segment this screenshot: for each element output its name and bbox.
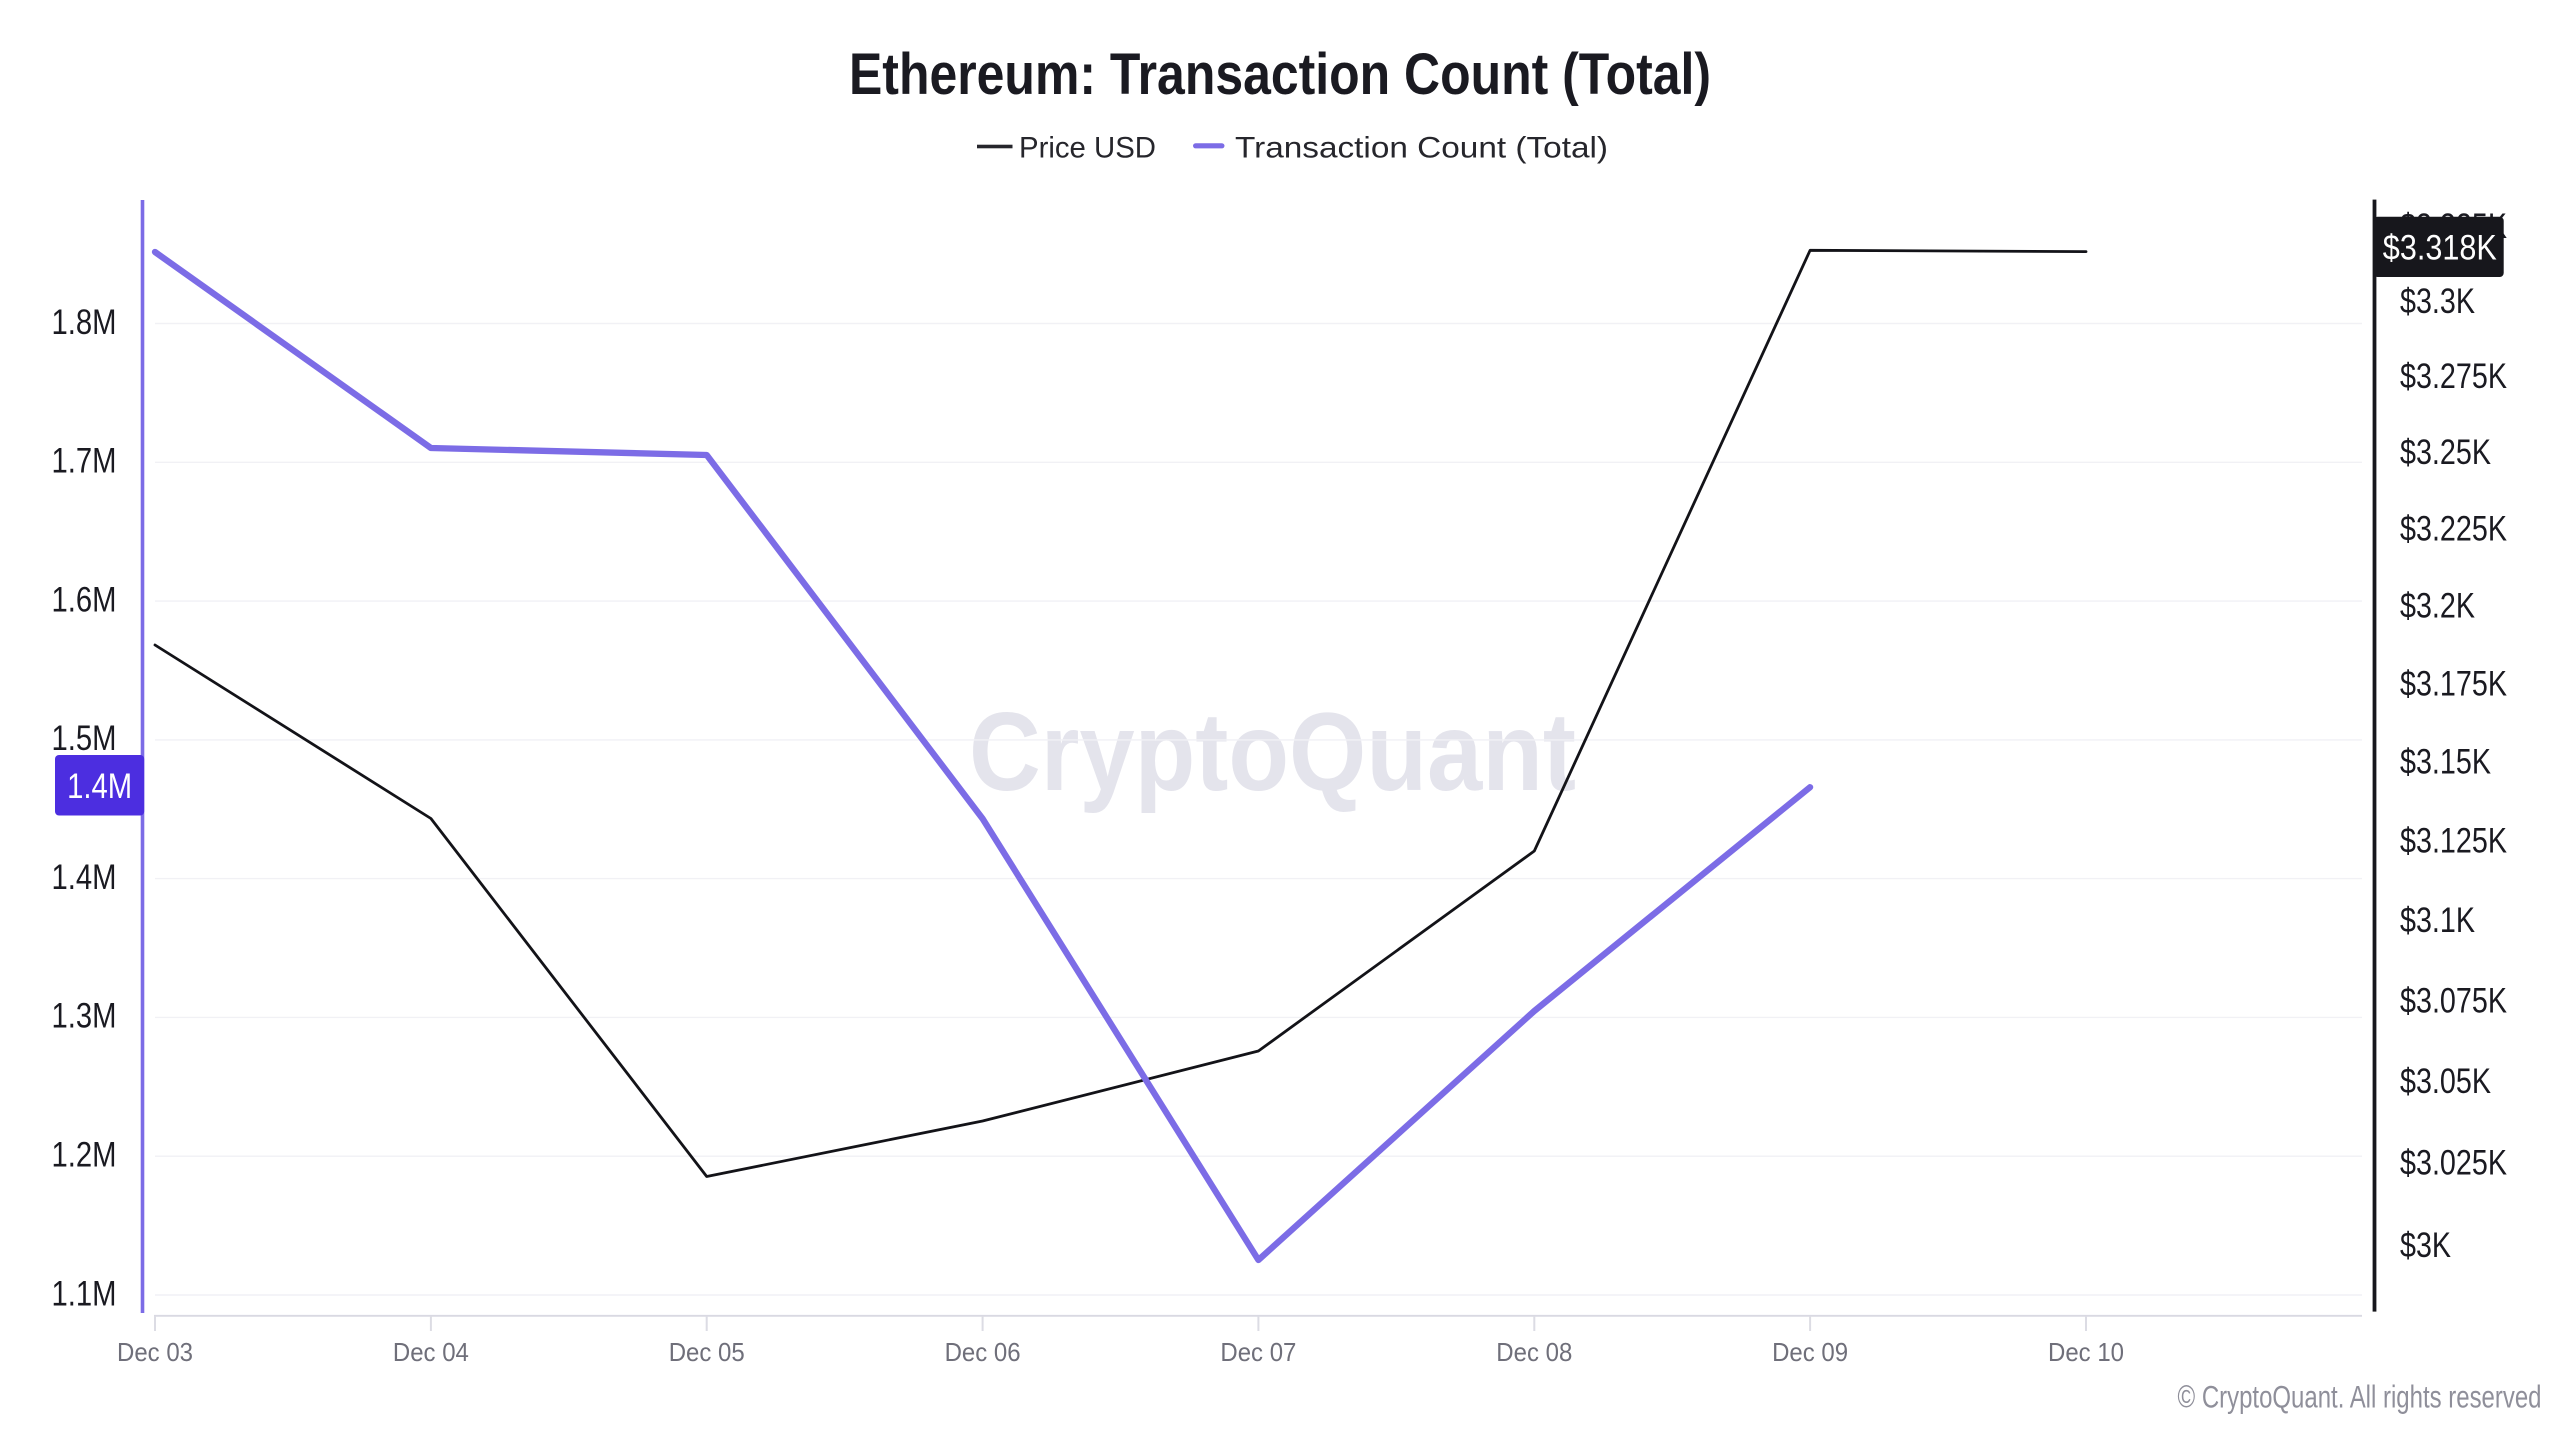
svg-text:$3.175K: $3.175K <box>2400 664 2507 703</box>
svg-text:Dec 04: Dec 04 <box>393 1337 469 1367</box>
svg-text:1.3M: 1.3M <box>52 997 117 1036</box>
svg-text:Dec 05: Dec 05 <box>669 1337 745 1367</box>
svg-text:$3.3K: $3.3K <box>2400 282 2475 321</box>
svg-text:Dec 10: Dec 10 <box>2048 1337 2124 1367</box>
svg-text:Ethereum: Transaction Count (T: Ethereum: Transaction Count (Total) <box>849 42 1711 107</box>
svg-text:$3.075K: $3.075K <box>2400 981 2507 1020</box>
svg-text:Dec 07: Dec 07 <box>1220 1337 1296 1367</box>
svg-text:$3.2K: $3.2K <box>2400 587 2475 626</box>
svg-text:Transaction Count (Total): Transaction Count (Total) <box>1235 132 1608 165</box>
svg-text:Dec 09: Dec 09 <box>1772 1337 1848 1367</box>
svg-text:$3.025K: $3.025K <box>2400 1144 2507 1183</box>
svg-text:1.4M: 1.4M <box>67 767 132 806</box>
svg-text:1.2M: 1.2M <box>52 1136 117 1175</box>
svg-text:Dec 03: Dec 03 <box>117 1337 193 1367</box>
svg-text:$3.15K: $3.15K <box>2400 743 2491 782</box>
svg-text:1.8M: 1.8M <box>52 303 117 342</box>
svg-text:CryptoQuant: CryptoQuant <box>969 690 1576 814</box>
svg-text:$3.275K: $3.275K <box>2400 357 2507 396</box>
svg-text:$3.225K: $3.225K <box>2400 510 2507 549</box>
svg-text:1.6M: 1.6M <box>52 580 117 619</box>
svg-text:1.5M: 1.5M <box>52 719 117 758</box>
svg-text:Dec 08: Dec 08 <box>1496 1337 1572 1367</box>
svg-text:Dec 06: Dec 06 <box>945 1337 1021 1367</box>
svg-text:$3.125K: $3.125K <box>2400 822 2507 861</box>
svg-text:$3.1K: $3.1K <box>2400 901 2475 940</box>
svg-text:© CryptoQuant. All rights rese: © CryptoQuant. All rights reserved <box>2178 1379 2542 1415</box>
svg-text:$3.25K: $3.25K <box>2400 433 2491 472</box>
svg-text:$3K: $3K <box>2400 1226 2451 1265</box>
svg-text:$3.318K: $3.318K <box>2383 229 2497 268</box>
svg-text:1.1M: 1.1M <box>52 1274 117 1313</box>
svg-text:1.7M: 1.7M <box>52 442 117 481</box>
svg-text:$3.05K: $3.05K <box>2400 1062 2491 1101</box>
svg-text:Price USD: Price USD <box>1019 132 1156 165</box>
svg-text:1.4M: 1.4M <box>52 858 117 897</box>
